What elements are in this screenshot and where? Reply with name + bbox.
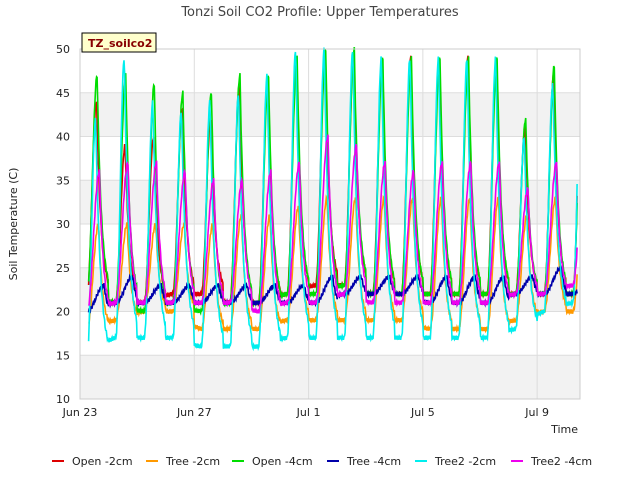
legend-label-tree-4cm: Tree -4cm [347, 454, 402, 468]
series-line-tree2-4cm [87, 134, 578, 314]
legend-label-tree-2cm: Tree -2cm [166, 454, 221, 468]
legend-item-tree2-4cm: Tree2 -4cm [511, 452, 592, 470]
x-axis-ticks: Jun 23 Jun 27 Jul 1 Jul 5 Jul 9 [62, 406, 549, 419]
legend-swatch-open-2cm [52, 460, 64, 462]
grid-band [80, 355, 580, 399]
site-badge-box [81, 32, 157, 53]
legend-swatch-open-4cm [232, 460, 244, 462]
y-tick-label: 40 [56, 131, 70, 144]
plot-border [79, 48, 581, 400]
x-tick-label: Jul 9 [524, 406, 549, 419]
legend-swatch-tree-4cm [327, 460, 339, 462]
legend-item-open-4cm: Open -4cm [232, 452, 313, 470]
site-badge: TZ_soilco2 [81, 32, 157, 53]
legend: Open -2cm Tree -2cm Open -4cm Tree -4cm … [0, 452, 640, 470]
legend-swatch-tree-2cm [146, 460, 158, 462]
y-axis-ticks: 10 15 20 25 30 35 40 45 50 [56, 43, 70, 406]
y-tick-label: 50 [56, 43, 70, 56]
legend-swatch-tree2-4cm [511, 460, 523, 462]
x-tick-label: Jun 27 [176, 406, 212, 419]
site-badge-label: TZ_soilco2 [88, 37, 152, 50]
legend-item-open-2cm: Open -2cm [52, 452, 133, 470]
legend-label-tree2-4cm: Tree2 -4cm [531, 454, 593, 468]
legend-item-tree2-2cm: Tree2 -2cm [415, 452, 496, 470]
series-layer [87, 47, 578, 352]
legend-label-open-4cm: Open -4cm [252, 454, 313, 468]
y-tick-label: 15 [56, 349, 70, 362]
y-tick-label: 35 [56, 174, 70, 187]
legend-item-tree-4cm: Tree -4cm [327, 452, 401, 470]
y-axis-label: Soil Temperature (C) [7, 168, 20, 281]
x-tick-label: Jun 23 [62, 406, 98, 419]
y-tick-label: 10 [56, 393, 70, 406]
legend-label-tree2-2cm: Tree2 -2cm [435, 454, 497, 468]
y-tick-label: 25 [56, 262, 70, 275]
legend-item-tree-2cm: Tree -2cm [146, 452, 220, 470]
series-line-tree2-2cm [87, 47, 578, 352]
y-tick-label: 30 [56, 218, 70, 231]
y-tick-label: 20 [56, 306, 70, 319]
y-tick-label: 45 [56, 87, 70, 100]
x-tick-label: Jul 1 [296, 406, 321, 419]
legend-label-open-2cm: Open -2cm [72, 454, 133, 468]
legend-swatch-tree2-2cm [415, 460, 427, 462]
x-tick-label: Jul 5 [410, 406, 435, 419]
x-axis-label: Time [550, 423, 578, 436]
chart-title: Tonzi Soil CO2 Profile: Upper Temperatur… [180, 5, 459, 20]
